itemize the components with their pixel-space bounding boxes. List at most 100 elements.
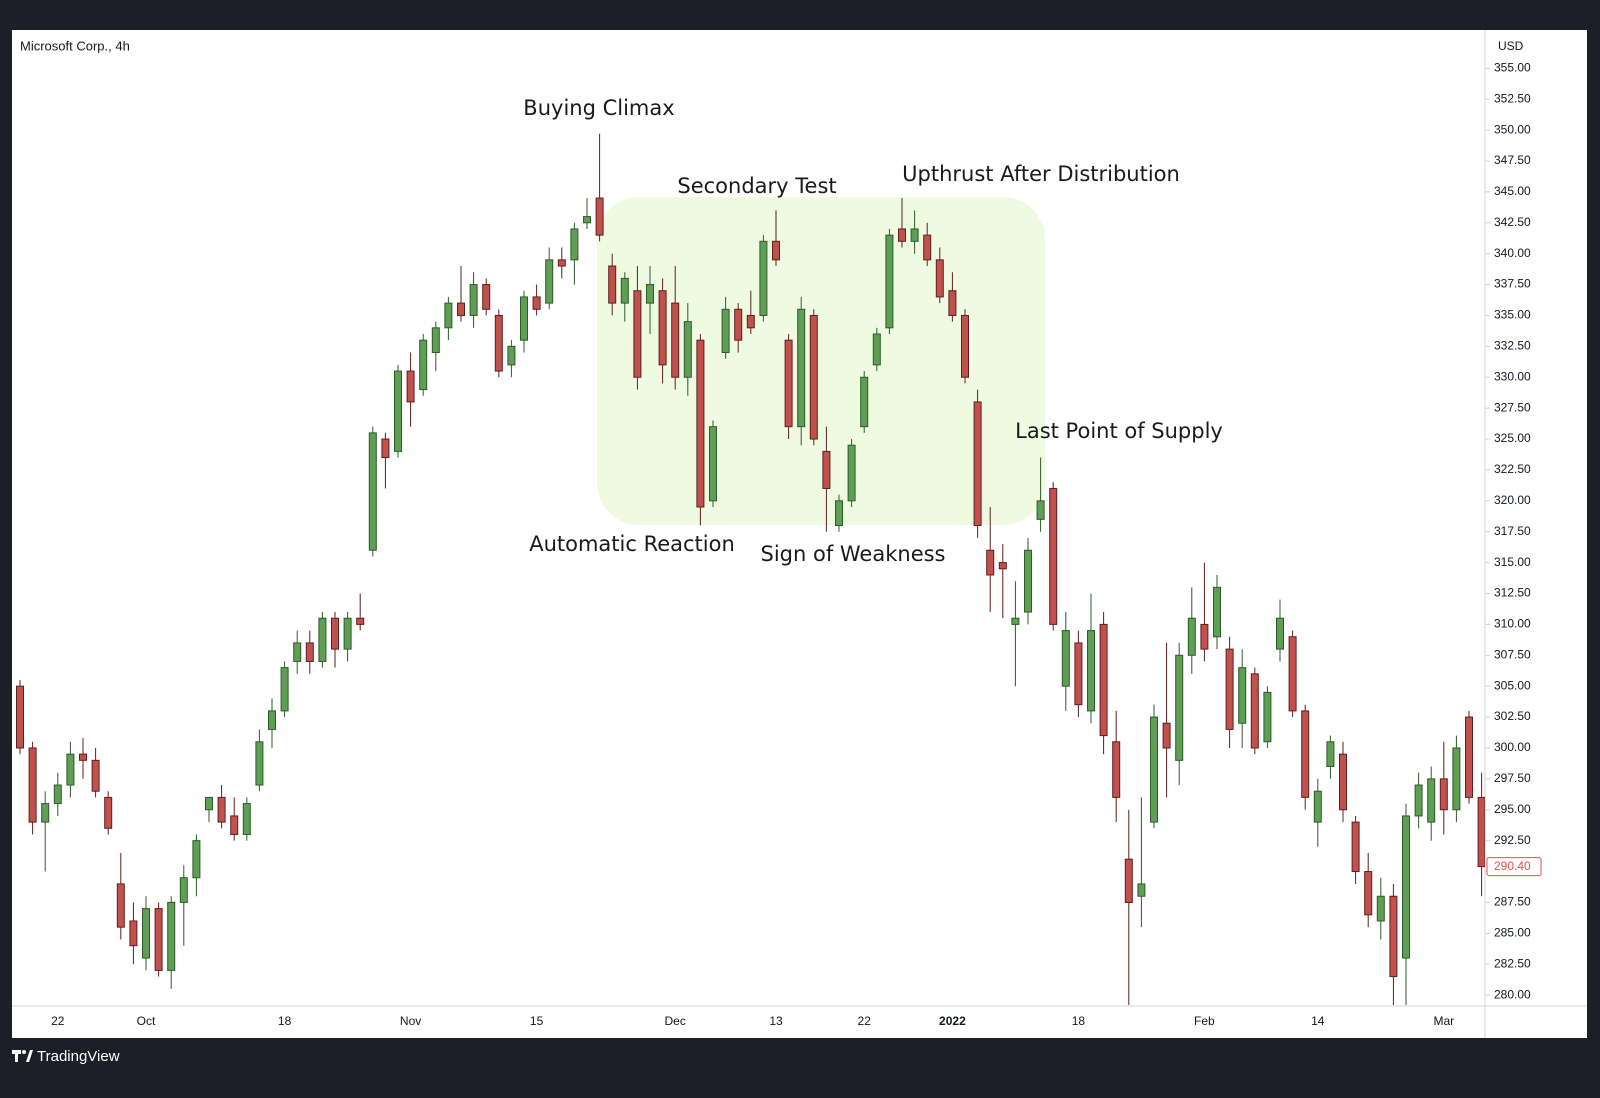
- y-tick-label: 330.00: [1494, 369, 1531, 383]
- candle-body: [935, 259, 944, 298]
- candle-body: [1124, 858, 1133, 903]
- candle-body: [444, 302, 453, 329]
- y-tick-label: 295.00: [1494, 802, 1531, 816]
- candle-body: [406, 370, 415, 403]
- candle-body: [104, 796, 113, 829]
- candle-body: [683, 321, 692, 378]
- candle-body: [1150, 716, 1158, 823]
- candle-body: [205, 796, 213, 811]
- candle-body: [66, 753, 75, 786]
- y-tick-label: 282.50: [1494, 956, 1531, 970]
- x-tick-label: 22: [858, 1014, 872, 1028]
- candle-body: [860, 376, 869, 428]
- candle-body: [1238, 667, 1247, 724]
- candle-body: [797, 308, 806, 428]
- candle-body: [998, 562, 1007, 570]
- candle-body: [772, 240, 780, 261]
- candle-body: [721, 308, 730, 354]
- y-tick-label: 345.00: [1494, 184, 1531, 198]
- y-tick-label: 285.00: [1494, 925, 1531, 939]
- y-tick-label: 307.50: [1494, 647, 1531, 661]
- candle-body: [986, 549, 995, 576]
- y-tick-label: 297.50: [1494, 771, 1531, 785]
- candle-body: [192, 840, 201, 879]
- candle-body: [633, 290, 642, 378]
- candle-body: [557, 259, 566, 267]
- candle-body: [431, 327, 440, 354]
- candle-body: [142, 908, 150, 959]
- candle-body: [53, 784, 62, 805]
- logo-part: [22, 1050, 26, 1054]
- candle-body: [847, 444, 856, 502]
- y-tick-label: 302.50: [1494, 709, 1531, 723]
- candle-body: [646, 284, 654, 304]
- last-price-label: 290.40: [1494, 859, 1531, 873]
- candle-body: [1213, 586, 1221, 638]
- candle-body: [671, 302, 680, 378]
- candle-body: [898, 228, 906, 242]
- y-tick-label: 337.50: [1494, 277, 1531, 291]
- candle-body: [570, 228, 579, 261]
- candle-body: [532, 296, 541, 310]
- candle-body: [255, 741, 264, 786]
- candle-body: [356, 617, 365, 625]
- candle-body: [923, 234, 932, 261]
- candle-body: [1439, 778, 1448, 811]
- candle-body: [16, 685, 24, 749]
- candles: [16, 133, 1485, 1005]
- logo-part: [15, 1050, 18, 1062]
- last-price-box: [1486, 857, 1542, 877]
- x-tick-label: Nov: [400, 1014, 421, 1028]
- x-tick-label: 15: [530, 1014, 544, 1028]
- candle-body: [872, 333, 881, 366]
- x-tick-label: Feb: [1194, 1014, 1215, 1028]
- candle-body: [1364, 871, 1373, 916]
- candle-body: [1301, 710, 1310, 798]
- candle-body: [583, 216, 591, 224]
- x-tick-label: Dec: [665, 1014, 686, 1028]
- candle-body: [1225, 648, 1234, 730]
- y-tick-label: 287.50: [1494, 895, 1531, 909]
- candle-body: [545, 259, 554, 304]
- candle-body: [1112, 741, 1121, 798]
- y-tick-label: 292.50: [1494, 833, 1531, 847]
- currency: USD: [1498, 39, 1524, 53]
- candle-body: [910, 228, 919, 242]
- candle-body: [1087, 630, 1095, 712]
- candle-body: [1288, 636, 1297, 712]
- candle-body: [1099, 623, 1108, 737]
- candle-body: [457, 302, 465, 316]
- annotation: Last Point of Supply: [1015, 419, 1223, 443]
- y-tick-label: 310.00: [1494, 617, 1531, 631]
- candle-body: [1137, 883, 1146, 897]
- candle-body: [520, 296, 528, 341]
- y-tick-label: 317.50: [1494, 524, 1531, 538]
- candle-body: [1427, 778, 1436, 823]
- candle-body: [658, 290, 667, 366]
- y-tick-label: 335.00: [1494, 308, 1531, 322]
- candle-body: [331, 617, 339, 650]
- candle-body: [1477, 796, 1485, 868]
- candle-body: [1074, 642, 1083, 706]
- candle-body: [1061, 630, 1070, 687]
- candle-body: [696, 339, 705, 508]
- candle-body: [91, 759, 100, 792]
- candle-body: [154, 908, 163, 971]
- candle-body: [1389, 895, 1398, 978]
- candle-body: [268, 710, 276, 730]
- candle-body: [948, 290, 957, 316]
- annotation: Sign of Weakness: [761, 542, 946, 566]
- candle-body: [293, 642, 302, 662]
- candle-body: [1162, 722, 1171, 749]
- candle-body: [1187, 617, 1196, 656]
- candle-body: [1175, 654, 1184, 761]
- y-tick-label: 340.00: [1494, 246, 1531, 260]
- y-tick-label: 350.00: [1494, 122, 1531, 136]
- candle-body: [305, 642, 314, 662]
- candle-body: [280, 667, 289, 712]
- y-tick-label: 312.50: [1494, 586, 1531, 600]
- x-tick-label: 18: [278, 1014, 292, 1028]
- x-tick-label: Mar: [1433, 1014, 1454, 1028]
- candle-body: [381, 438, 390, 459]
- candle-body: [1250, 673, 1259, 749]
